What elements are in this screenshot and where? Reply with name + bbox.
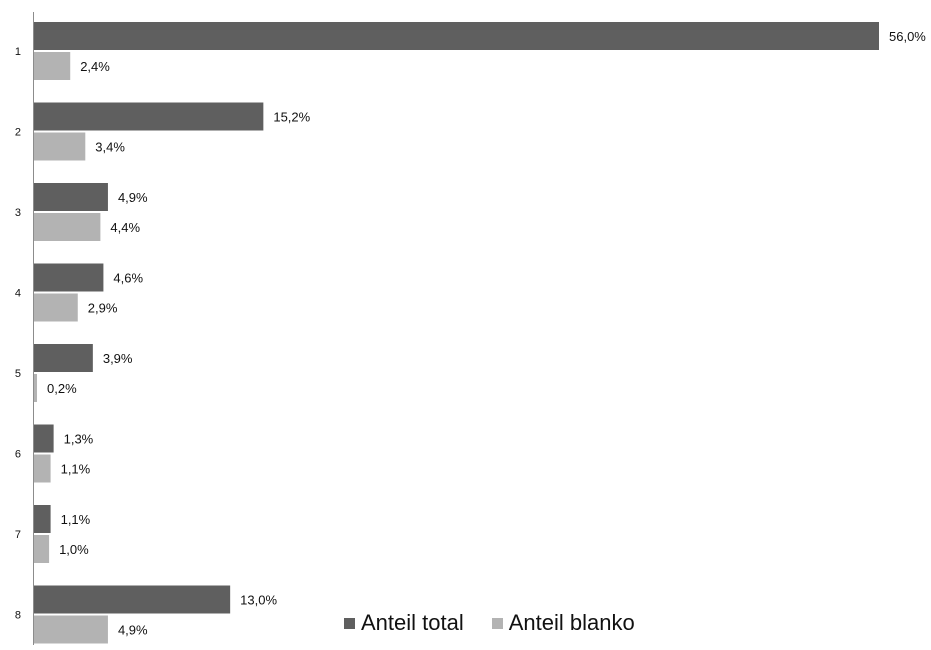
bar-total-8	[34, 585, 231, 614]
bar-blanko-4	[34, 293, 78, 322]
data-label-blanko-7: 1,0%	[59, 542, 89, 557]
bar-blanko-3	[34, 213, 101, 241]
data-label-blanko-6: 1,1%	[61, 462, 91, 477]
y-tick-label-6: 6	[15, 449, 21, 461]
bar-blanko-7	[34, 535, 50, 563]
data-label-blanko-1: 2,4%	[80, 59, 110, 74]
bar-blanko-2	[34, 132, 86, 161]
data-label-total-3: 4,9%	[118, 190, 148, 205]
legend-swatch-total	[344, 617, 355, 629]
bar-total-6	[34, 424, 54, 453]
y-tick-label-2: 2	[15, 127, 21, 139]
data-label-blanko-3: 4,4%	[110, 220, 140, 235]
data-label-total-7: 1,1%	[61, 512, 91, 527]
legend-label-blanko: Anteil blanko	[508, 610, 635, 635]
legend-swatch-blanko	[491, 617, 503, 629]
data-labels-layer: 56,0% 2,4% 15,2% 3,4% 4,9% 4,4% 4,6% 2,9% 3,9% 0,…	[47, 29, 926, 638]
bar-total-7	[34, 505, 51, 533]
data-label-total-8: 13,0%	[240, 593, 277, 608]
data-label-blanko-5: 0,2%	[47, 381, 77, 396]
bar-blanko-5	[34, 374, 38, 402]
data-label-total-2: 15,2%	[273, 110, 310, 125]
y-tick-label-7: 7	[15, 529, 21, 541]
legend: Anteil total Anteil blanko	[344, 610, 635, 636]
y-tick-label-8: 8	[15, 610, 21, 622]
bar-total-1	[34, 22, 879, 50]
bar-total-3	[34, 183, 108, 211]
y-tick-label-3: 3	[15, 207, 21, 219]
data-label-total-6: 1,3%	[64, 432, 94, 447]
bar-blanko-6	[34, 454, 51, 483]
data-label-total-1: 56,0%	[889, 29, 926, 44]
data-label-blanko-2: 3,4%	[95, 140, 125, 155]
data-label-total-4: 4,6%	[113, 271, 143, 286]
legend-item-blanko: Anteil blanko	[491, 610, 635, 636]
y-tick-label-5: 5	[15, 368, 21, 380]
legend-item-total: Anteil total	[344, 610, 464, 636]
bar-total-2	[34, 102, 264, 131]
bar-total-5	[34, 344, 93, 372]
data-label-total-5: 3,9%	[103, 351, 133, 366]
bars-layer	[34, 22, 879, 644]
data-label-blanko-4: 2,9%	[88, 301, 118, 316]
data-label-blanko-8: 4,9%	[118, 623, 148, 638]
bar-blanko-1	[34, 52, 71, 80]
y-tick-label-1: 1	[15, 46, 21, 58]
bar-total-4	[34, 263, 104, 292]
y-tick-labels-layer: 1 2 3 4 5 6 7 8	[15, 46, 21, 622]
legend-label-total: Anteil total	[361, 610, 464, 635]
y-tick-label-4: 4	[15, 288, 21, 300]
bar-blanko-8	[34, 615, 108, 644]
